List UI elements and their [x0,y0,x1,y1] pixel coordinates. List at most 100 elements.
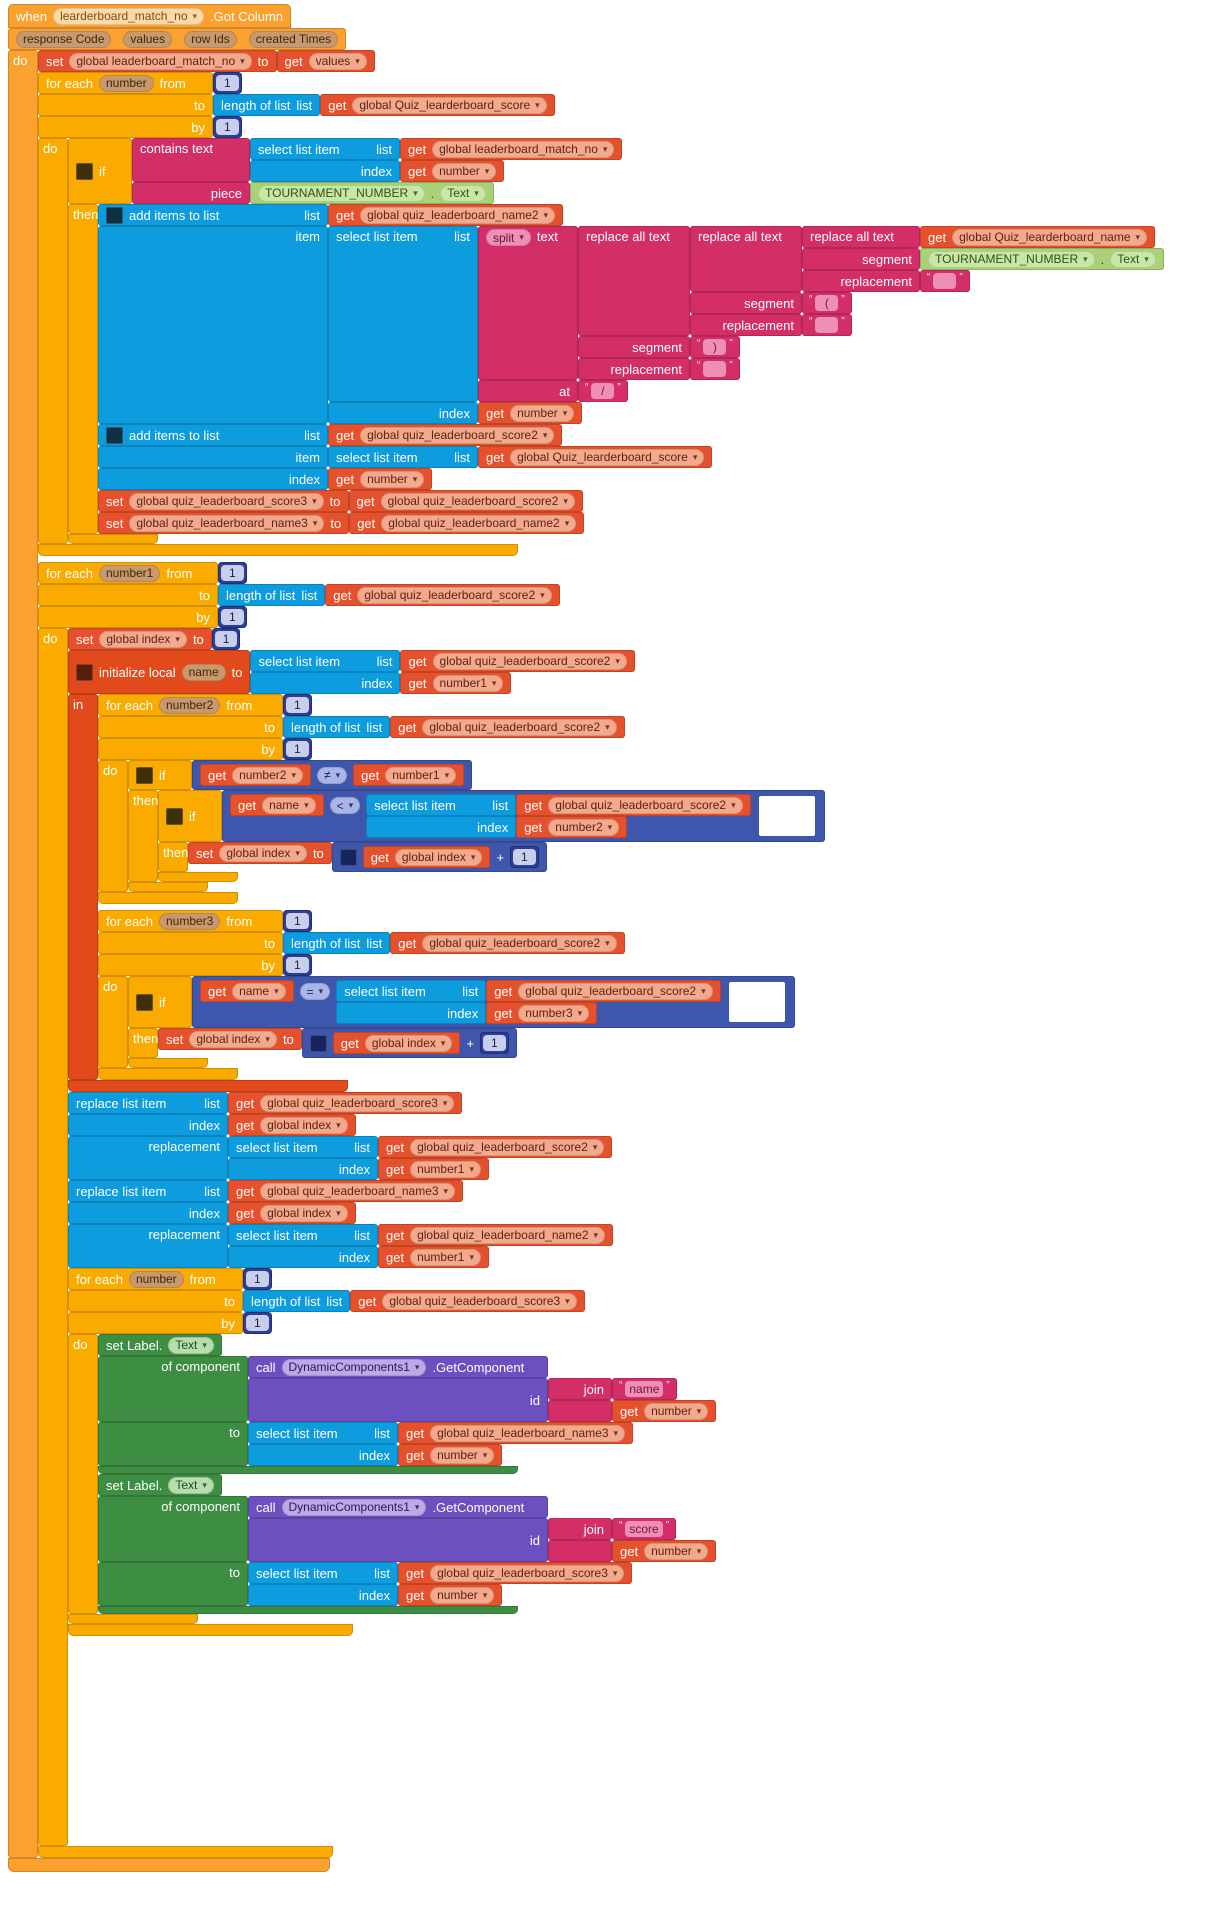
var-pill-score2[interactable]: global quiz_leaderboard_score2 [422,934,617,952]
get-number2-block[interactable]: get number2 [200,764,311,786]
replace-list-item-cell[interactable]: replace list item list [68,1180,228,1202]
var-pill-score2[interactable]: global quiz_leaderboard_score2 [432,652,627,670]
event-param-row-ids[interactable]: row Ids [184,30,237,48]
var-pill-gindex[interactable]: global index [99,630,187,648]
loopvar-number[interactable]: number [128,1270,184,1288]
block-foot[interactable] [8,1858,330,1872]
index-cell[interactable]: index [98,468,328,490]
property-pill-text[interactable]: Text [168,1336,214,1354]
var-pill-score3[interactable]: global quiz_leaderboard_score3 [382,1292,577,1310]
index-cell[interactable]: index [250,672,401,694]
length-of-list-block[interactable]: length of list list [218,584,326,606]
block-select-list-item[interactable]: select list item list get global quiz_le… [228,1136,613,1180]
var-pill-name3[interactable]: global quiz_leaderboard_name3 [430,1424,626,1442]
string-open-paren[interactable]: “(” [802,292,852,314]
string-value[interactable]: name [625,1381,664,1397]
var-pill-number2[interactable]: number2 [232,766,303,784]
component-pill-dynamic[interactable]: DynamicComponents1 [281,1498,427,1516]
var-pill-score3[interactable]: global quiz_leaderboard_score3 [260,1094,455,1112]
block-when-got-column[interactable]: when learderboard_match_no .Got Column r… [8,4,1205,1872]
number-literal-1[interactable]: 1 [243,1312,272,1334]
get-name-block[interactable]: get name [230,794,324,816]
get-number1-block[interactable]: get number1 [400,672,512,694]
select-list-item-cell[interactable]: select list item list [228,1136,378,1158]
get-number-block[interactable]: get number [612,1400,717,1422]
get-score2-block[interactable]: get global quiz_leaderboard_score2 [328,424,563,446]
compare-eq-block[interactable]: get name = [192,976,795,1028]
mutator-icon[interactable] [76,663,93,681]
add-items-cell[interactable]: add items to list list [98,424,328,446]
join-socket-cell[interactable] [548,1400,612,1422]
foreach-do-spine[interactable]: do [68,1334,98,1614]
block-foot[interactable] [68,1614,198,1624]
contains-text-cell[interactable]: contains text [132,138,250,182]
component-pill-tournament[interactable]: TOURNAMENT_NUMBER [258,184,425,202]
var-pill-score2[interactable]: global quiz_leaderboard_score2 [422,718,617,736]
foreach-by-cell[interactable]: by [38,606,218,628]
loopvar-number[interactable]: number [98,74,154,92]
piece-cell[interactable]: piece [132,182,250,204]
block-foot[interactable] [128,1058,208,1068]
at-cell[interactable]: at [478,380,578,402]
string-value[interactable]: / [591,383,615,399]
string-value[interactable]: ( [815,295,839,311]
get-number3-block[interactable]: get number3 [486,1002,598,1024]
property-pill-text[interactable]: Text [440,184,486,202]
var-pill-name[interactable]: name [262,796,316,814]
get-number1-block[interactable]: get number1 [353,764,465,786]
foreach-header[interactable]: for each number3 from [98,910,283,932]
var-pill-gindex[interactable]: global index [219,844,307,862]
segment-cell[interactable]: segment [802,248,920,270]
var-pill-gindex[interactable]: global index [260,1204,348,1222]
foreach-to-cell[interactable]: to [98,932,283,954]
string-empty[interactable]: “” [690,358,740,380]
join-cell[interactable]: join [548,1378,612,1400]
get-match-no-block[interactable]: get global leaderboard_match_no [400,138,623,160]
event-param-response-code[interactable]: response Code [16,30,112,48]
split-cell[interactable]: split text [478,226,578,380]
select-list-item-cell[interactable]: select list item list [250,650,401,672]
block-foot[interactable] [38,544,518,556]
block-set-label-score[interactable]: set Label. Text of component [98,1474,717,1614]
get-score2-block[interactable]: get global quiz_leaderboard_score2 [378,1136,613,1158]
block-select-list-item[interactable]: select list item list [328,226,1164,424]
foreach-do-spine[interactable]: do [98,976,128,1068]
foreach-header[interactable]: for each number2 from [98,694,283,716]
block-foot[interactable] [128,882,208,892]
mutator-icon[interactable] [106,426,123,444]
block-call-getcomponent[interactable]: call DynamicComponents1 .GetComponent id [248,1496,717,1562]
var-pill-name3[interactable]: global quiz_leaderboard_name3 [260,1182,456,1200]
block-select-list-item[interactable]: select list item list get global quiz_le… [250,650,635,694]
string-name[interactable]: “name” [612,1378,677,1400]
when-do-spine[interactable]: do [8,50,38,1858]
var-pill-number[interactable]: number [430,1586,495,1604]
var-pill-gindex[interactable]: global index [189,1030,277,1048]
set-cell[interactable]: set global quiz_leaderboard_score3 to [98,490,349,512]
foreach-to-cell[interactable]: to [68,1290,243,1312]
var-pill-score3[interactable]: global quiz_leaderboard_score3 [129,492,324,510]
var-pill-number[interactable]: number [644,1402,709,1420]
if-cell[interactable]: if [128,760,192,790]
get-score2-block[interactable]: get global quiz_leaderboard_score2 [486,980,721,1002]
compare-neq-block[interactable]: get number2 ≠ get [192,760,473,790]
var-pill-match-no[interactable]: global leaderboard_match_no [69,52,252,70]
var-pill-gindex[interactable]: global index [260,1116,348,1134]
block-replace-all-text-middle[interactable]: replace all text replace all text [690,226,1164,336]
get-quiz-score-block[interactable]: get global Quiz_learderboard_score [320,94,555,116]
then-spine[interactable]: then [128,790,158,882]
initialize-local-cell[interactable]: initialize local name to [68,650,251,694]
get-number-block[interactable]: get number [328,468,433,490]
foreach-to-cell[interactable]: to [38,94,213,116]
block-contains-text[interactable]: contains text select list item list [132,138,623,204]
var-pill-quiz-score[interactable]: global Quiz_learderboard_score [352,96,547,114]
index-cell[interactable]: index [250,160,400,182]
index-cell[interactable]: index [336,1002,487,1024]
var-pill-name2[interactable]: global quiz_leaderboard_name2 [381,514,577,532]
event-param-values[interactable]: values [123,30,173,48]
foreach-by-cell[interactable]: by [68,1312,243,1334]
get-name2-block[interactable]: get global quiz_leaderboard_name2 [349,512,585,534]
loopvar-number3[interactable]: number3 [158,912,221,930]
var-pill-number2[interactable]: number2 [548,818,620,836]
block-add-items-name2[interactable]: add items to list list get global quiz_l… [98,204,1164,424]
foreach-to-cell[interactable]: to [38,584,218,606]
